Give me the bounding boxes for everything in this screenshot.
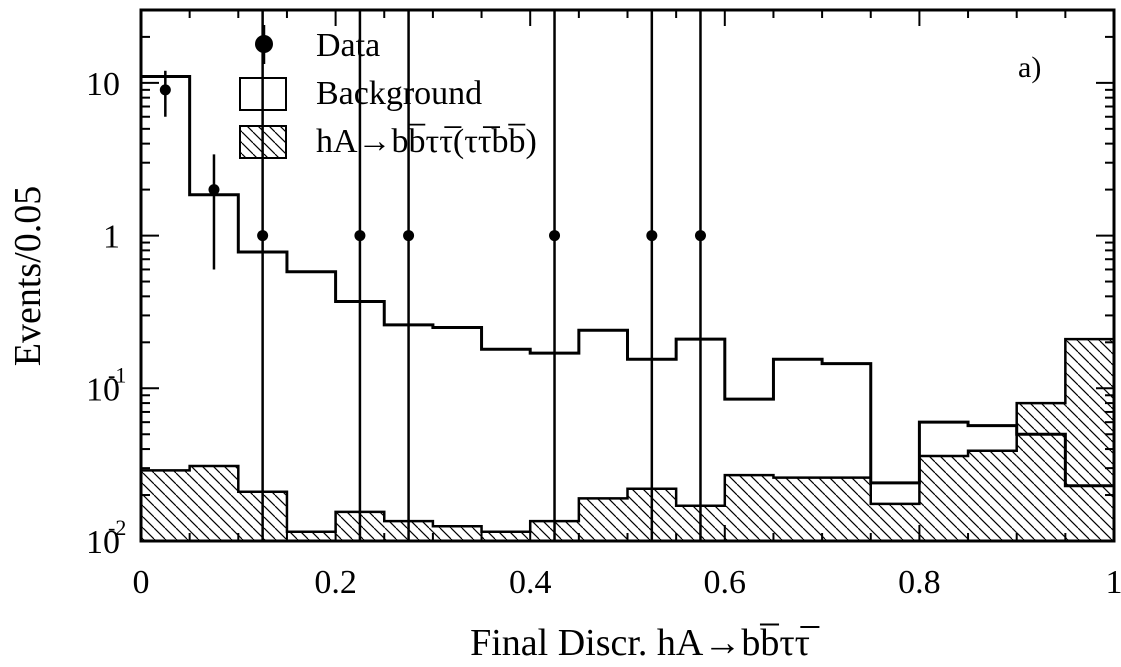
- signal-bin: [1065, 339, 1114, 541]
- x-tick-label: 0.4: [509, 564, 552, 601]
- legend: Data Background hA→bb̅ττ̅(ττ̅bb̅): [239, 25, 537, 160]
- signal-bin: [724, 475, 774, 541]
- axis-ticks: [140, 9, 1115, 542]
- x-axis-title: Final Discr. hA→bb̅ττ̅: [470, 622, 820, 664]
- y-tick-label: 10: [86, 66, 120, 103]
- y-tick-label: 10: [86, 371, 120, 408]
- signal-bin: [919, 456, 969, 541]
- x-tick-label: 0: [133, 564, 150, 601]
- y-axis-title: Events/0.05: [7, 186, 49, 366]
- legend-data-marker: [255, 35, 273, 53]
- y-tick-label: 1: [103, 219, 120, 256]
- legend-signal-swatch: [239, 125, 287, 159]
- signal-bin: [822, 477, 871, 541]
- signal-bin: [141, 470, 190, 541]
- data-point: [694, 230, 706, 242]
- x-tick-labels: 0 0.2 0.4 0.6 0.8 1: [133, 564, 1121, 601]
- legend-item-data: Data: [255, 25, 380, 64]
- x-tick-label: 0.2: [314, 564, 357, 601]
- signal-bin: [968, 450, 1017, 541]
- y-tick-exponent: -1: [108, 362, 126, 387]
- signal-outline: [141, 337, 1114, 533]
- legend-signal-label: hA→bb̅ττ̅(ττ̅bb̅): [316, 123, 537, 160]
- data-point: [257, 230, 269, 242]
- data-point: [159, 84, 171, 96]
- x-tick-label: 1: [1106, 564, 1121, 601]
- data-point: [354, 230, 366, 242]
- legend-item-background: Background: [239, 75, 482, 112]
- data-point: [549, 230, 561, 242]
- data-point: [403, 230, 415, 242]
- legend-data-label: Data: [316, 27, 380, 64]
- signal-bin: [286, 531, 336, 541]
- panel-label: a): [1018, 51, 1041, 84]
- signal-bin: [773, 477, 823, 541]
- x-tick-label: 0.6: [704, 564, 747, 601]
- legend-background-label: Background: [316, 75, 482, 112]
- signal-bin: [481, 531, 531, 541]
- data-points: [159, 10, 706, 541]
- data-point: [208, 184, 220, 196]
- background-histogram: [141, 75, 1114, 488]
- y-tick-exponent: -2: [108, 515, 126, 540]
- legend-background-swatch: [239, 77, 287, 111]
- signal-bin: [189, 465, 239, 541]
- y-tick-label: 10: [86, 524, 120, 561]
- signal-bin: [870, 503, 920, 541]
- signal-bin: [578, 498, 628, 541]
- signal-bin: [432, 526, 482, 541]
- background-step-line: [141, 75, 1114, 488]
- x-tick-label: 0.8: [898, 564, 941, 601]
- data-point: [646, 230, 658, 242]
- legend-item-signal: hA→bb̅ττ̅(ττ̅bb̅): [239, 123, 537, 160]
- signal-histogram: [141, 337, 1114, 541]
- signal-bin: [1016, 403, 1066, 541]
